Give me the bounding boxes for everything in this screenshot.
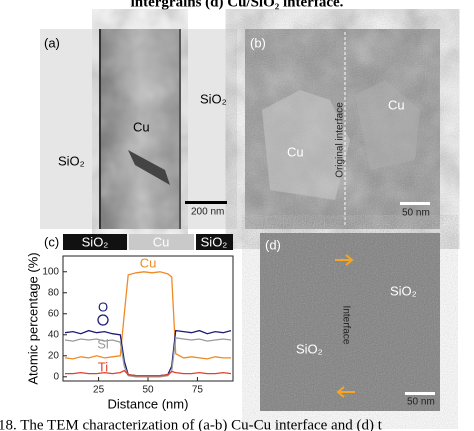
material-label: Cu — [133, 119, 150, 134]
panel-d — [260, 233, 440, 411]
x-tick-label: 25 — [93, 385, 105, 396]
scale-label: 200 nm — [191, 207, 224, 218]
material-label: SiO₂ — [390, 283, 417, 298]
scale-bar — [405, 392, 435, 395]
series-line — [64, 329, 232, 377]
interface-label: Interface — [340, 306, 351, 345]
x-tick-label: 75 — [192, 385, 204, 396]
strip-label: Cu — [153, 234, 170, 249]
caption: 18. The TEM characterization of (a-b) Cu… — [0, 417, 383, 431]
y-tick-label: 20 — [48, 350, 60, 361]
y-axis-label: Atomic percentage (%) — [25, 252, 40, 384]
scale-bar — [185, 201, 227, 204]
y-tick-label: 80 — [48, 287, 60, 298]
y-tick-label: 100 — [42, 266, 59, 277]
y-tick-label: 40 — [48, 329, 60, 340]
series-line — [64, 337, 232, 378]
panel-label: (b) — [250, 35, 266, 50]
interface-label: Original interface — [335, 102, 346, 178]
o-marker — [97, 314, 109, 326]
plot-frame — [62, 255, 234, 382]
composition-strip — [63, 234, 233, 250]
scale-label: 50 nm — [407, 397, 435, 408]
panel-a — [40, 29, 237, 229]
panel-label: (c) — [44, 234, 59, 249]
strip-label: SiO₂ — [82, 234, 109, 249]
x-tick-label: 50 — [142, 385, 154, 396]
panel-label: (d) — [265, 237, 281, 252]
scale-bar — [400, 202, 430, 205]
y-tick-label: 60 — [48, 308, 60, 319]
x-axis-label: Distance (nm) — [108, 396, 189, 411]
series-label: Si — [97, 336, 109, 351]
scale-label: 50 nm — [402, 208, 430, 219]
material-label: Cu — [388, 97, 405, 112]
series-line — [65, 369, 232, 377]
series-label: O — [98, 299, 108, 314]
material-label: SiO₂ — [296, 341, 323, 356]
y-tick-label: 0 — [53, 371, 59, 382]
series-line — [64, 271, 231, 360]
strip-label: SiO₂ — [201, 234, 228, 249]
panel-b — [245, 29, 440, 229]
material-label: Cu — [287, 144, 304, 159]
series-label: Ti — [98, 359, 108, 374]
header-fragment: intergrains (d) Cu/SiO₂ interface. — [131, 0, 344, 10]
series-label: Cu — [140, 255, 157, 270]
panel-label: (a) — [44, 35, 60, 50]
material-label: SiO₂ — [58, 153, 85, 168]
material-label: SiO₂ — [200, 91, 227, 106]
